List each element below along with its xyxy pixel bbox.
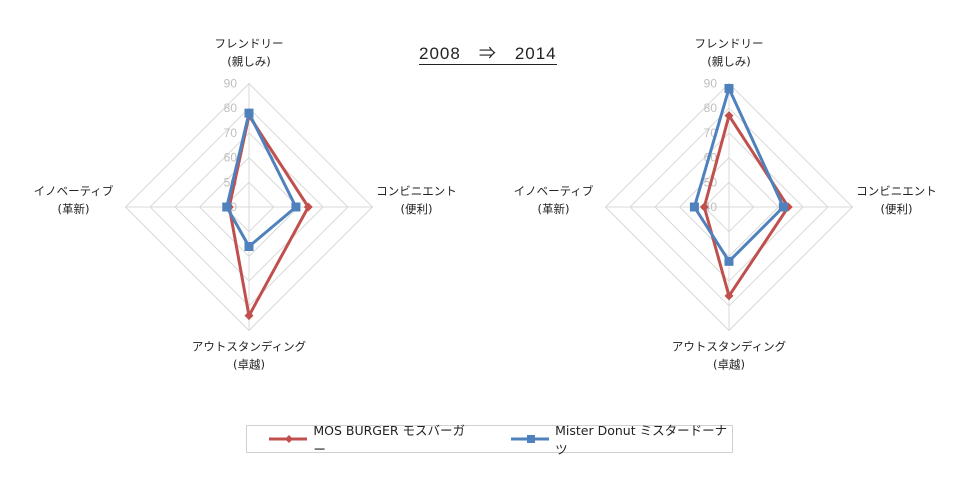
data-point-diamond <box>724 111 734 121</box>
data-point-square <box>222 202 232 212</box>
data-point-square <box>291 202 301 212</box>
tick-label: 70 <box>224 126 238 140</box>
legend-item-donut: Mister Donut ミスタードーナツ <box>510 420 732 458</box>
tick-label: 60 <box>224 151 238 165</box>
axis-sublabel: (革新) <box>58 202 90 216</box>
legend-item-mos: MOS BURGER モスバーガー <box>269 420 471 458</box>
data-point-square <box>244 108 254 118</box>
data-point-diamond <box>699 202 709 212</box>
tick-label: 90 <box>704 77 718 91</box>
axis-sublabel: (革新) <box>538 202 570 216</box>
axis-label: アウトスタンディング <box>672 340 787 354</box>
legend-label: MOS BURGER モスバーガー <box>313 423 466 457</box>
data-point-square <box>778 202 788 212</box>
legend: MOS BURGER モスバーガー Mister Donut ミスタードーナツ <box>246 423 733 457</box>
axis-label: フレンドリー <box>695 37 764 51</box>
data-point-diamond <box>724 291 734 301</box>
data-point-square <box>689 202 699 212</box>
axis-label: イノベーティブ <box>34 184 114 198</box>
data-point-square <box>724 256 734 266</box>
axis-sublabel: (卓越) <box>233 358 265 372</box>
axis-label: イノベーティブ <box>514 184 594 198</box>
legend-label: Mister Donut ミスタードーナツ <box>555 423 728 457</box>
tick-label: 90 <box>224 77 238 91</box>
axis-label: コンビニエント <box>856 184 937 198</box>
data-point-square <box>724 83 734 93</box>
data-point-square <box>244 242 254 252</box>
data-point-diamond <box>303 202 313 212</box>
chart-title: 2008 ⇒ 2014 <box>419 44 557 65</box>
axis-sublabel: (卓越) <box>713 358 745 372</box>
data-point-diamond <box>244 311 254 321</box>
axis-sublabel: (便利) <box>881 202 913 216</box>
tick-label: 80 <box>224 101 238 115</box>
axis-sublabel: (便利) <box>401 202 433 216</box>
tick-label: 80 <box>704 101 718 115</box>
tick-label: 40 <box>704 200 718 214</box>
axis-label: コンビニエント <box>376 184 457 198</box>
legend-marker-diamond-icon <box>269 435 308 443</box>
axis-label: フレンドリー <box>215 37 284 51</box>
axis-label: アウトスタンディング <box>192 340 307 354</box>
axis-sublabel: (親しみ) <box>227 55 270 69</box>
legend-marker-square-icon <box>510 435 550 443</box>
axis-sublabel: (親しみ) <box>707 55 750 69</box>
